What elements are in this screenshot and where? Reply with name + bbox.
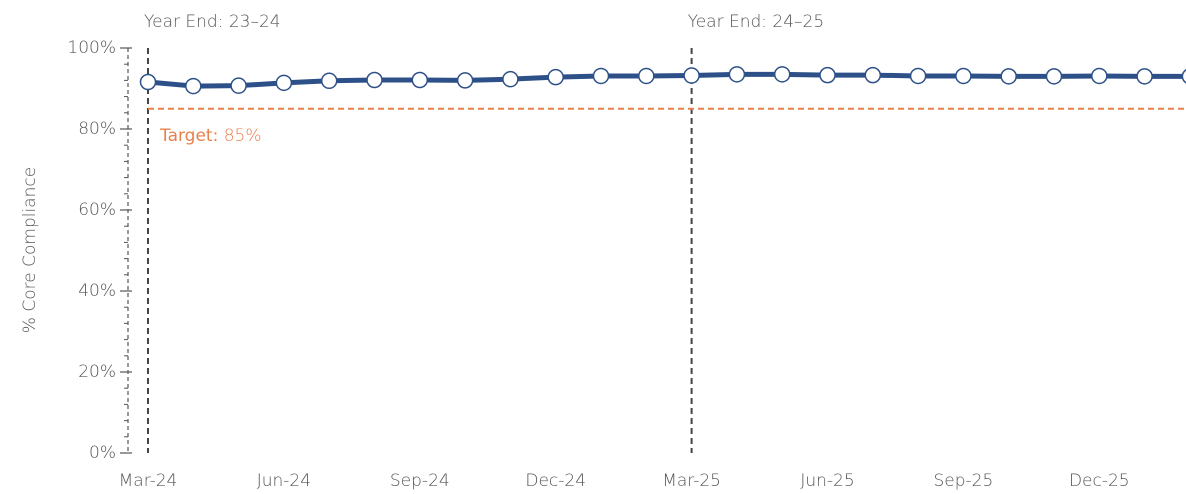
data-point <box>230 77 247 94</box>
target-label: Target: 85% <box>159 126 262 146</box>
data-point <box>185 77 202 95</box>
x-tick-label: Jun-24 <box>257 471 311 491</box>
y-tick-label: 20% <box>78 362 116 382</box>
x-tick-label: Sep-24 <box>390 471 450 491</box>
data-point <box>320 72 338 90</box>
data-point <box>502 70 519 88</box>
data-point <box>773 66 791 83</box>
target-name: Target: <box>159 126 218 146</box>
data-point <box>547 68 564 86</box>
year-end-label: Year End: 24–25 <box>688 12 825 32</box>
data-point <box>1000 68 1017 85</box>
data-point <box>1136 68 1153 85</box>
x-tick-label: Jun-25 <box>800 471 854 491</box>
data-point <box>638 67 655 85</box>
target-value: 85% <box>224 126 262 146</box>
data-point <box>275 74 293 92</box>
data-point <box>411 71 429 89</box>
y-tick-label: 80% <box>78 119 116 139</box>
data-point <box>1091 67 1108 85</box>
data-point <box>139 73 157 91</box>
data-point <box>1181 69 1186 84</box>
data-point <box>592 67 610 85</box>
y-tick-label: 0% <box>89 443 116 463</box>
data-point <box>819 66 836 84</box>
year-end-label: Year End: 23–24 <box>144 12 281 32</box>
y-tick-label: 100% <box>67 38 116 58</box>
x-tick-label: Mar-24 <box>119 471 178 491</box>
x-tick-label: Dec-25 <box>1069 471 1130 491</box>
data-point <box>864 66 882 84</box>
data-point <box>909 67 927 85</box>
data-point <box>728 66 746 83</box>
data-point <box>456 72 474 89</box>
data-point <box>955 67 972 85</box>
x-tick-label: Sep-25 <box>933 471 993 491</box>
series-line <box>147 71 1186 89</box>
data-point <box>683 67 700 84</box>
y-tick-label: 40% <box>78 281 116 301</box>
data-point <box>366 71 383 89</box>
y-axis-label: % Core Compliance <box>20 167 40 333</box>
x-tick-label: Dec-24 <box>525 471 586 491</box>
y-tick-label: 60% <box>78 200 116 220</box>
data-point <box>1045 68 1063 85</box>
x-tick-label: Mar-25 <box>662 471 721 491</box>
